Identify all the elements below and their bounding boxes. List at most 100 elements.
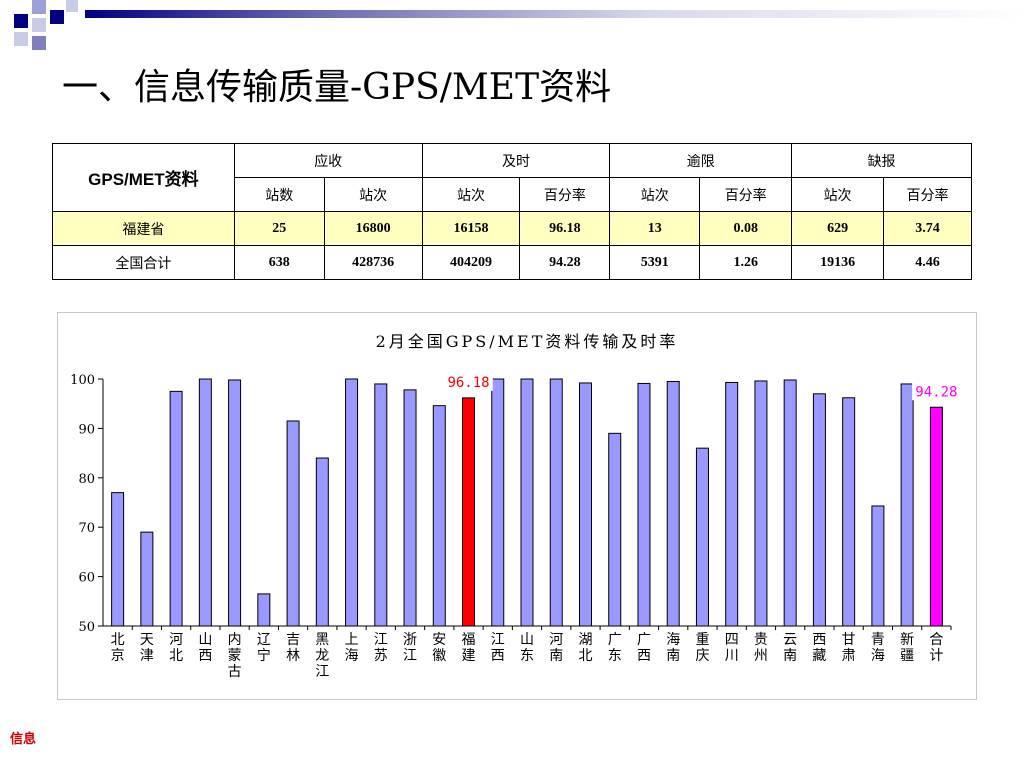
x-tick-label: 内 xyxy=(228,632,242,648)
bar-chart: 2月全国GPS/MET资料传输及时率1009080706050北京天津河北山西内… xyxy=(70,332,961,680)
bar xyxy=(257,593,271,627)
bar xyxy=(520,378,534,627)
table-cell: 1.26 xyxy=(699,245,793,280)
bar xyxy=(783,379,797,627)
table-cell: 16800 xyxy=(323,211,423,246)
y-tick-label: 70 xyxy=(78,521,95,536)
bar xyxy=(315,457,329,627)
footer-label: 信息 xyxy=(10,732,37,747)
x-tick-label: 贵 xyxy=(754,632,768,648)
x-tick-label: 浙 xyxy=(403,632,417,648)
chart-title: 2月全国GPS/MET资料传输及时率 xyxy=(376,332,679,351)
x-tick-label: 南 xyxy=(783,648,797,664)
x-tick-label: 甘 xyxy=(842,632,856,648)
table-subheader: 站次 xyxy=(791,177,885,212)
table-corner-header: GPS/MET资料 xyxy=(52,143,235,212)
x-tick-label: 北 xyxy=(169,648,183,664)
x-tick-label: 藏 xyxy=(812,648,826,664)
table-cell: 3.74 xyxy=(883,211,972,246)
table-subheader: 站次 xyxy=(421,177,521,212)
x-tick-label: 计 xyxy=(929,648,943,664)
bar xyxy=(637,382,651,627)
y-tick-label: 100 xyxy=(70,373,95,388)
x-tick-label: 广 xyxy=(637,632,651,648)
x-tick-label: 庆 xyxy=(695,648,709,664)
x-tick-label: 四 xyxy=(725,632,739,648)
bar xyxy=(929,406,943,627)
x-tick-label: 龙 xyxy=(315,648,329,664)
x-tick-label: 西 xyxy=(491,648,505,664)
data-label-background xyxy=(912,380,961,401)
x-tick-label: 州 xyxy=(754,648,768,664)
bar xyxy=(345,378,359,627)
bar xyxy=(286,420,300,627)
bar xyxy=(666,380,680,627)
x-tick-label: 河 xyxy=(169,632,183,648)
x-tick-label: 南 xyxy=(549,648,563,664)
table-subheader: 站数 xyxy=(233,177,325,212)
table-group-header: 应收 xyxy=(233,143,423,178)
y-tick-label: 90 xyxy=(78,422,95,437)
bar xyxy=(725,381,739,627)
bar xyxy=(111,492,125,627)
x-tick-label: 山 xyxy=(198,632,212,648)
table-cell: 4.46 xyxy=(883,245,972,280)
x-tick-label: 西 xyxy=(198,648,212,664)
table-cell: 629 xyxy=(791,211,885,246)
y-tick-label: 80 xyxy=(78,472,95,487)
x-tick-label: 江 xyxy=(315,664,329,680)
table-subheader: 站次 xyxy=(323,177,423,212)
table-subheader: 站次 xyxy=(609,177,701,212)
data-label-background xyxy=(444,370,493,391)
x-tick-label: 江 xyxy=(403,648,417,664)
x-tick-label: 上 xyxy=(345,632,359,648)
x-tick-label: 新 xyxy=(900,632,914,648)
x-tick-label: 广 xyxy=(608,632,622,648)
bar xyxy=(374,383,388,627)
x-tick-label: 川 xyxy=(725,648,739,664)
x-tick-label: 云 xyxy=(783,632,797,648)
y-tick-label: 50 xyxy=(78,620,95,635)
x-tick-label: 林 xyxy=(286,648,300,664)
table-cell: 638 xyxy=(233,245,325,280)
header-decoration xyxy=(14,0,1024,50)
table-subheader: 百分率 xyxy=(883,177,972,212)
table-cell: 25 xyxy=(233,211,325,246)
table-cell: 96.18 xyxy=(519,211,611,246)
table-subheader-row: 站数 站次 站次 百分率 站次 百分率 站次 百分率 xyxy=(53,177,972,212)
x-tick-label: 肃 xyxy=(842,648,856,664)
x-tick-label: 蒙 xyxy=(228,648,242,664)
slide-title: 一、信息传输质量-GPS/MET资料 xyxy=(62,67,612,108)
x-tick-label: 宁 xyxy=(257,647,271,664)
bar xyxy=(462,397,476,627)
bar xyxy=(900,383,914,627)
stats-table: GPS/MET资料 应收 及时 逾限 缺报 站数 站次 站次 百分率 站次 百分… xyxy=(52,143,972,280)
bar xyxy=(812,393,826,627)
data-label: 94.28 xyxy=(915,384,957,400)
table-cell: 13 xyxy=(609,211,701,246)
x-tick-label: 津 xyxy=(140,648,154,664)
table-cell: 0.08 xyxy=(699,211,793,246)
table-subheader: 百分率 xyxy=(519,177,611,212)
table-header-row: GPS/MET资料 应收 及时 逾限 缺报 xyxy=(52,143,972,212)
bar xyxy=(842,397,856,627)
x-tick-label: 西 xyxy=(637,648,651,664)
x-tick-label: 建 xyxy=(462,648,476,664)
x-tick-label: 北 xyxy=(111,632,125,648)
x-tick-label: 福 xyxy=(462,632,476,648)
x-tick-label: 青 xyxy=(871,632,885,648)
x-tick-label: 北 xyxy=(578,648,592,664)
bar xyxy=(198,378,212,627)
table-row: 全国合计 638 428736 404209 94.28 5391 1.26 1… xyxy=(52,245,972,280)
table-group-header: 及时 xyxy=(421,143,611,178)
x-tick-label: 东 xyxy=(520,648,534,664)
x-tick-label: 南 xyxy=(666,648,680,664)
x-tick-label: 江 xyxy=(374,632,388,648)
x-tick-label: 吉 xyxy=(286,632,300,648)
y-tick-label: 60 xyxy=(78,571,95,586)
x-tick-label: 海 xyxy=(345,648,359,664)
table-group-header: 缺报 xyxy=(791,143,972,178)
x-tick-label: 合 xyxy=(929,632,943,648)
bar xyxy=(871,505,885,627)
table-row-name: 福建省 xyxy=(52,211,235,246)
